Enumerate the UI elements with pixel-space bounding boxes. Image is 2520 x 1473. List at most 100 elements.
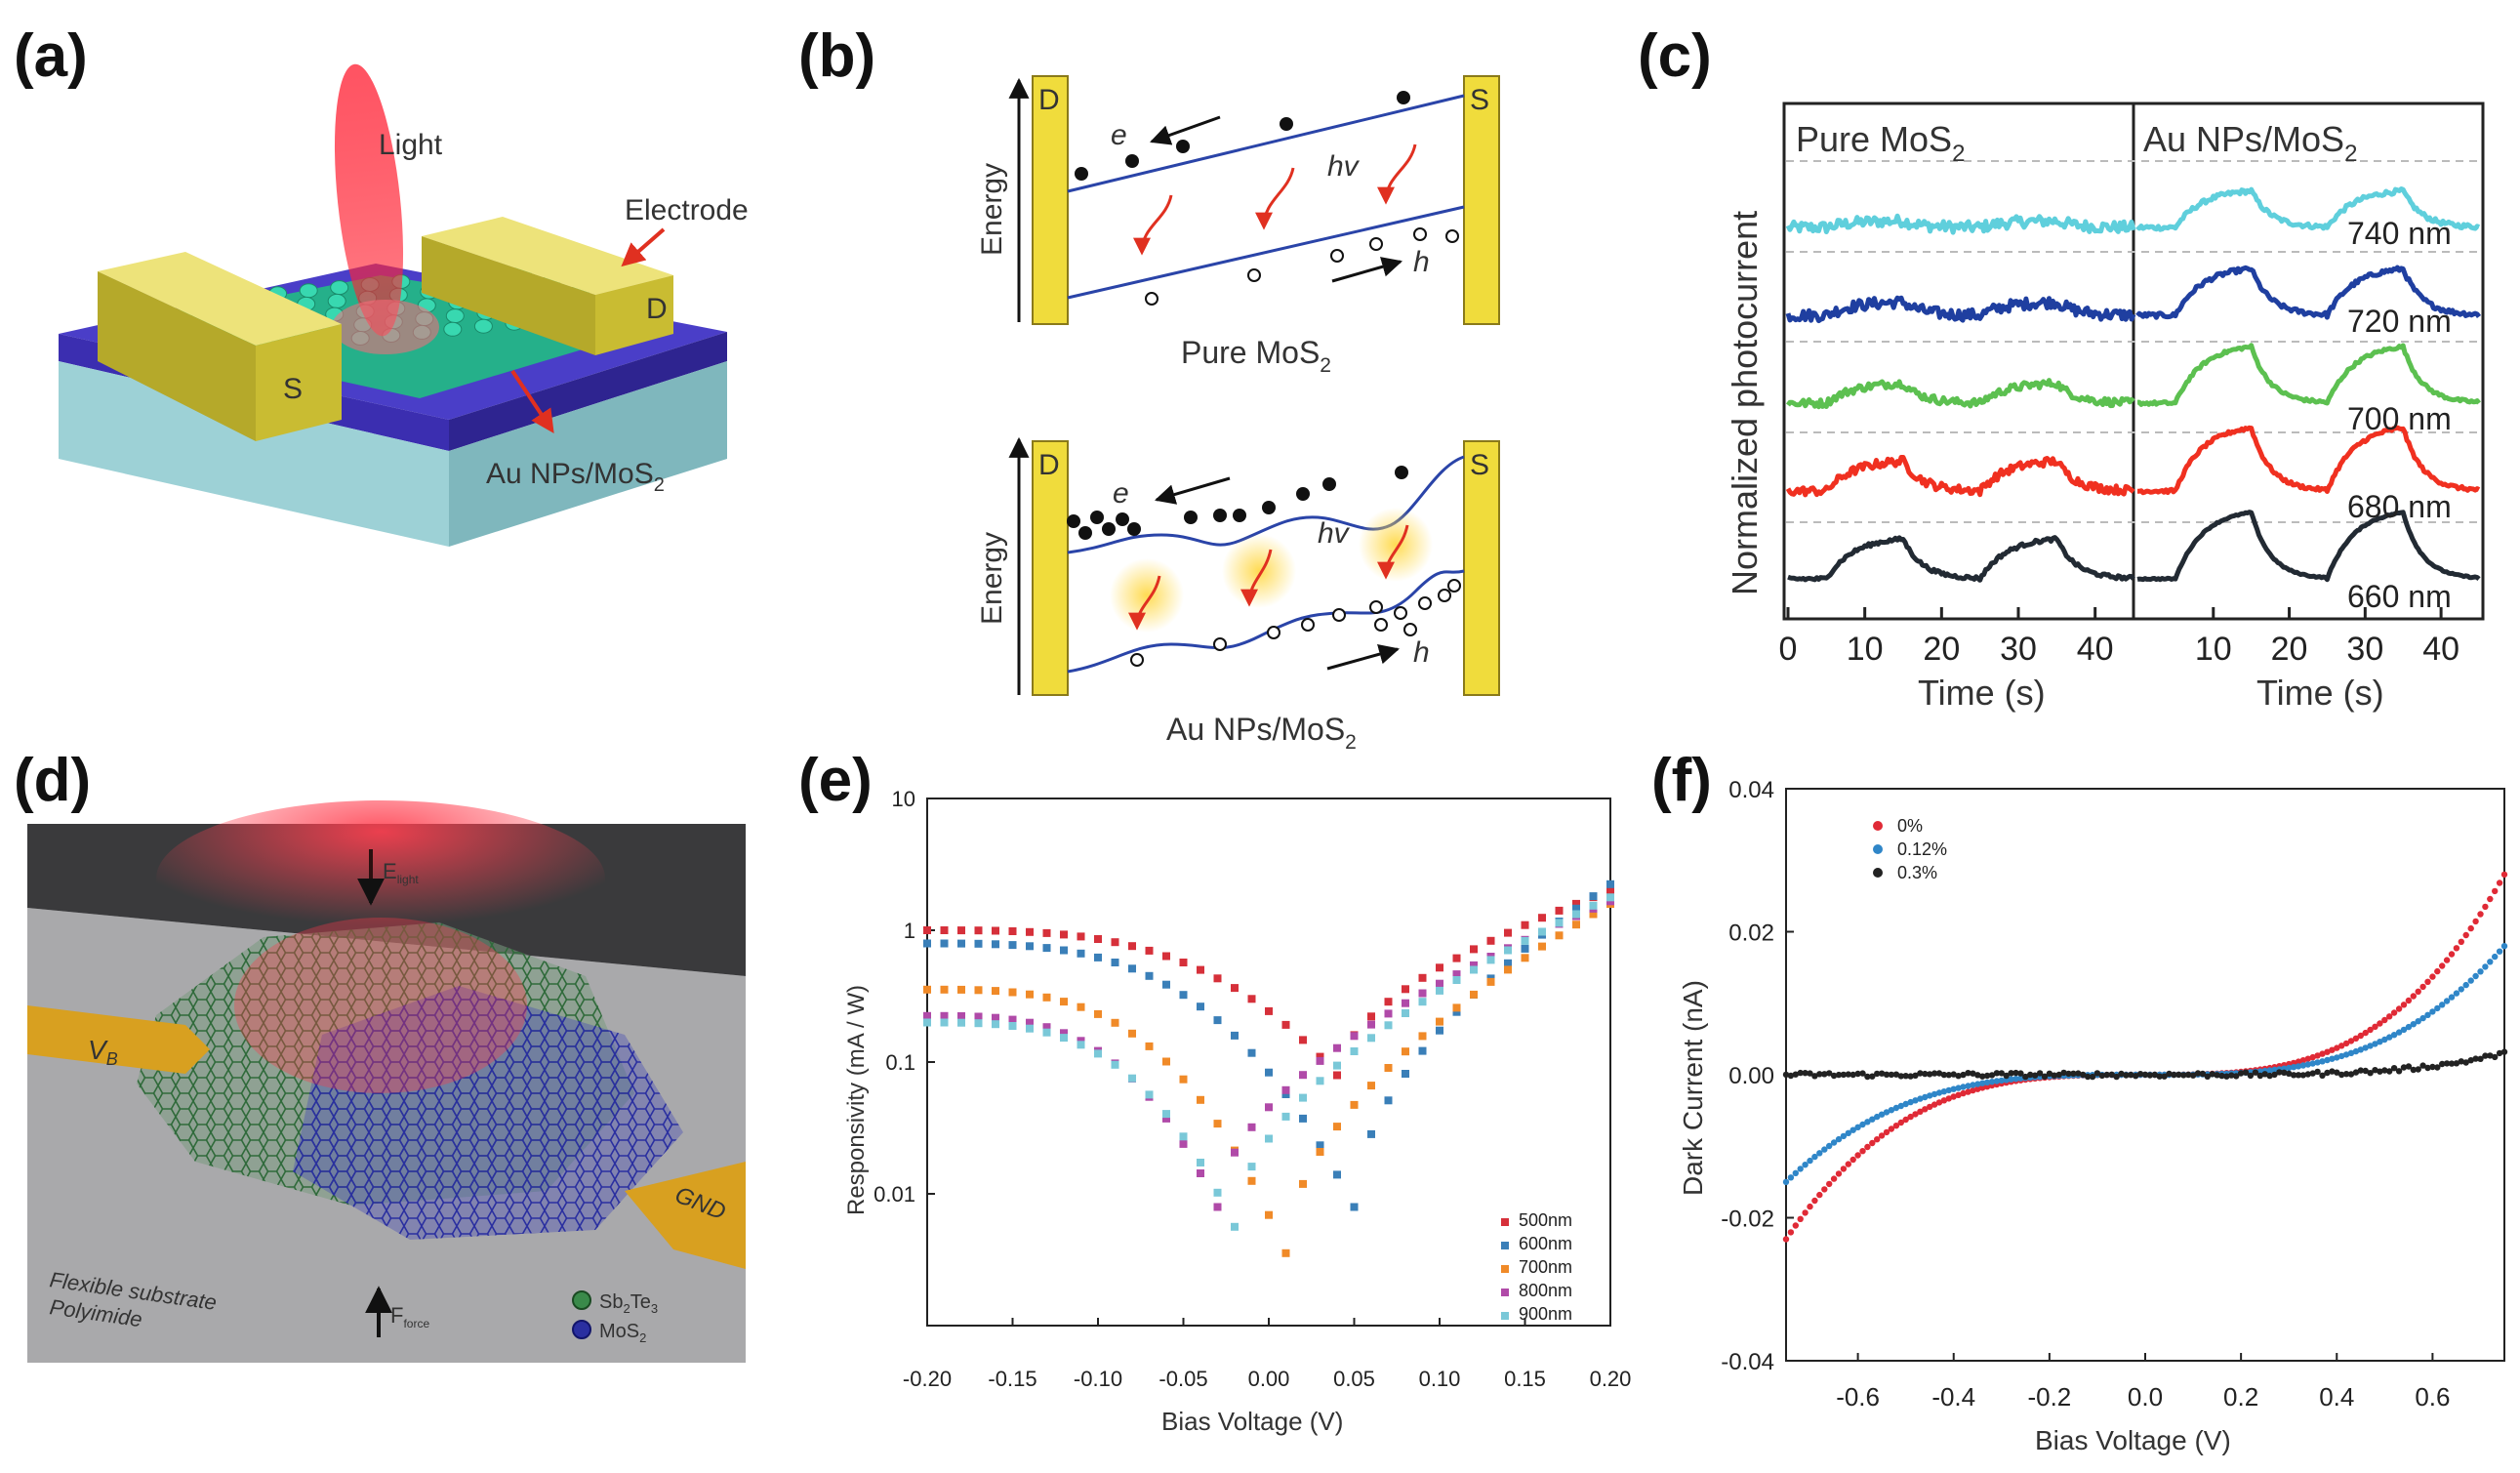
- excitation-arrow-2: [1255, 167, 1295, 230]
- point-900nm: [1418, 998, 1427, 1006]
- point-0.3%: [2496, 1049, 2503, 1057]
- point-0.3%: [2415, 1066, 2421, 1073]
- point-0.3%: [2304, 1071, 2311, 1078]
- electron: [1078, 526, 1092, 540]
- point-700nm: [1008, 988, 1017, 997]
- point-0%: [2434, 967, 2441, 975]
- point-0.12%: [1792, 1169, 1800, 1177]
- point-700nm: [1077, 1002, 1085, 1011]
- point-0.3%: [2448, 1060, 2456, 1067]
- point-600nm: [1589, 892, 1598, 901]
- point-0.3%: [2309, 1070, 2316, 1077]
- point-500nm: [1145, 946, 1154, 955]
- legend-marker-0.12%: [1873, 844, 1883, 854]
- point-0.3%: [2410, 1066, 2417, 1074]
- point-0.12%: [1950, 1085, 1957, 1092]
- x-tick-label: -0.10: [1074, 1367, 1122, 1391]
- point-0.3%: [2017, 1070, 2024, 1077]
- point-0.3%: [2462, 1059, 2469, 1066]
- point-0.3%: [1945, 1072, 1953, 1079]
- point-0.3%: [2367, 1070, 2374, 1077]
- panel-f-legend: 0% 0.12% 0.3%: [1873, 816, 1947, 882]
- point-0.3%: [2381, 1067, 2388, 1074]
- point-500nm: [1367, 1012, 1375, 1021]
- hole: [1332, 608, 1346, 622]
- point-0.12%: [1849, 1126, 1856, 1133]
- point-500nm: [1281, 1020, 1290, 1029]
- y-tick-label: 0.04: [1728, 777, 1774, 803]
- point-0%: [1935, 1099, 1943, 1106]
- source-label-bottom: S: [1470, 449, 1489, 481]
- point-900nm: [1538, 927, 1546, 936]
- hole: [1130, 653, 1144, 667]
- x-tick-label: 40: [2077, 631, 2114, 668]
- hole: [1369, 600, 1383, 614]
- point-500nm: [1265, 1006, 1273, 1015]
- point-800nm: [1247, 1123, 1256, 1131]
- legend-marker-700nm: [1501, 1265, 1509, 1273]
- x-tick-label: -0.2: [2027, 1382, 2071, 1412]
- point-0%: [1974, 1085, 1981, 1092]
- point-800nm: [1316, 1056, 1324, 1065]
- energy-label-top: Energy: [976, 163, 1008, 256]
- point-900nm: [1162, 1110, 1170, 1119]
- point-600nm: [1247, 1048, 1256, 1057]
- band-diagram-pure: Energy D S e h hv Pure MoS2: [976, 75, 1500, 377]
- point-800nm: [1213, 1203, 1222, 1211]
- point-700nm: [1026, 990, 1034, 999]
- point-500nm: [1316, 1052, 1324, 1061]
- point-0.3%: [2113, 1073, 2120, 1081]
- point-600nm: [1367, 1129, 1375, 1138]
- point-600nm: [1077, 949, 1085, 958]
- x-tick-label: 10: [2195, 631, 2232, 668]
- point-0.3%: [1892, 1071, 1900, 1078]
- conduction-band-top: [1067, 94, 1465, 193]
- point-500nm: [1128, 942, 1136, 951]
- point-0.12%: [2362, 1044, 2369, 1051]
- point-900nm: [1060, 1034, 1068, 1043]
- point-900nm: [957, 1018, 965, 1027]
- electrode-d-front: [595, 275, 673, 355]
- drain-electrode-top: [1032, 75, 1069, 325]
- point-0.12%: [1983, 1079, 1991, 1086]
- point-0.12%: [2304, 1061, 2311, 1068]
- point-900nm: [1333, 1061, 1341, 1070]
- hole: [1445, 229, 1459, 243]
- panel-e-label: (e): [798, 747, 873, 814]
- point-0.12%: [2410, 1021, 2417, 1028]
- point-0.3%: [2242, 1069, 2250, 1076]
- point-800nm: [1197, 1169, 1204, 1177]
- point-900nm: [1606, 893, 1614, 902]
- point-0.3%: [2022, 1073, 2029, 1081]
- point-500nm: [1606, 886, 1614, 895]
- point-0.3%: [2424, 1064, 2431, 1072]
- point-900nm: [1247, 1163, 1256, 1171]
- point-0.12%: [2334, 1054, 2340, 1061]
- hole: [1447, 579, 1461, 593]
- legend-marker-0%: [1873, 821, 1883, 831]
- legend-sb2te3-marker: [572, 1290, 591, 1310]
- legend-mos2-marker: [572, 1320, 591, 1339]
- point-0.12%: [1955, 1084, 1962, 1091]
- e-ylabel: Responsivity (mA / W): [843, 985, 870, 1215]
- point-0.12%: [1883, 1109, 1890, 1116]
- point-600nm: [1333, 1170, 1341, 1179]
- point-0%: [1864, 1143, 1871, 1151]
- point-0.12%: [1931, 1090, 1938, 1098]
- point-800nm: [1008, 1015, 1017, 1024]
- point-0.12%: [1940, 1088, 1948, 1095]
- point-0.3%: [2281, 1069, 2288, 1077]
- point-0%: [2439, 962, 2446, 969]
- trace-pure-680nm: [1785, 455, 2135, 498]
- point-500nm: [1060, 930, 1068, 939]
- point-0.3%: [1854, 1070, 1861, 1078]
- series-label-700nm: 700 nm: [2347, 401, 2452, 436]
- point-0.3%: [1864, 1073, 1871, 1081]
- point-0.3%: [2175, 1071, 2182, 1079]
- point-0.3%: [1993, 1070, 2001, 1077]
- point-600nm: [1026, 942, 1034, 951]
- point-600nm: [1162, 980, 1170, 989]
- point-0.3%: [1826, 1070, 1833, 1077]
- point-0.12%: [2467, 977, 2474, 984]
- nanoparticle: [327, 293, 346, 308]
